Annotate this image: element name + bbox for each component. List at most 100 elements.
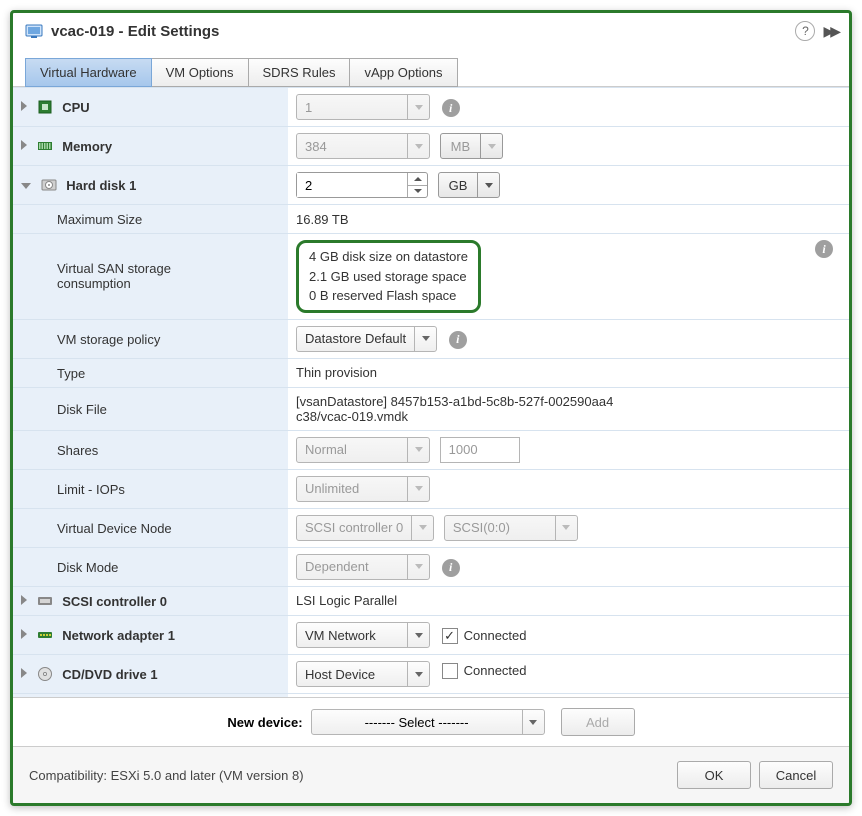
- scsi-icon: [37, 593, 53, 609]
- row-hard-disk: Hard disk 1 GB: [13, 166, 849, 205]
- row-cpu: CPU 1 i: [13, 88, 849, 127]
- chevron-down-icon: [407, 134, 429, 158]
- cpu-label: CPU: [62, 100, 89, 115]
- vsan-line-1: 4 GB disk size on datastore: [309, 247, 468, 267]
- vsan-line-3: 0 B reserved Flash space: [309, 286, 468, 306]
- vdn-slot-select[interactable]: SCSI(0:0): [444, 515, 578, 541]
- info-icon[interactable]: i: [449, 331, 467, 349]
- row-cdrom: CD/DVD drive 1 Host Device Connected: [13, 655, 849, 694]
- row-type: Type Thin provision: [13, 358, 849, 387]
- row-shares: Shares Normal: [13, 430, 849, 469]
- chevron-down-icon: [411, 516, 433, 540]
- memory-icon: [37, 138, 53, 154]
- chevron-down-icon: [407, 662, 429, 686]
- window-title: vcac-019 - Edit Settings: [51, 23, 795, 40]
- vdn-controller-select[interactable]: SCSI controller 0: [296, 515, 434, 541]
- memory-label: Memory: [62, 139, 112, 154]
- cdrom-select[interactable]: Host Device: [296, 661, 430, 687]
- row-disk-file: Disk File [vsanDatastore] 8457b153-a1bd-…: [13, 387, 849, 430]
- limit-iops-select[interactable]: Unlimited: [296, 476, 430, 502]
- chevron-down-icon: [407, 477, 429, 501]
- expand-cpu-icon[interactable]: [21, 101, 27, 111]
- type-value: Thin provision: [296, 365, 377, 380]
- disk-size-spinner[interactable]: [296, 172, 428, 198]
- scsi-value: LSI Logic Parallel: [296, 593, 397, 608]
- chevron-down-icon: [407, 623, 429, 647]
- network-label: Network adapter 1: [62, 628, 175, 643]
- tab-vm-options[interactable]: VM Options: [151, 58, 249, 87]
- chevron-down-icon: [477, 173, 499, 197]
- new-device-label: New device:: [227, 715, 302, 730]
- expand-memory-icon[interactable]: [21, 140, 27, 150]
- chevron-down-icon: [407, 95, 429, 119]
- titlebar: vcac-019 - Edit Settings ? ▶▶: [13, 13, 849, 49]
- network-select[interactable]: VM Network: [296, 622, 430, 648]
- expand-scsi-icon[interactable]: [21, 595, 27, 605]
- memory-unit-select[interactable]: MB: [440, 133, 504, 159]
- shares-select[interactable]: Normal: [296, 437, 430, 463]
- spin-down-icon[interactable]: [408, 186, 427, 198]
- new-device-select[interactable]: ------- Select -------: [311, 709, 545, 735]
- content-area: CPU 1 i Memory 384 MB: [13, 87, 849, 697]
- cancel-button[interactable]: Cancel: [759, 761, 833, 789]
- disk-icon: [41, 177, 57, 193]
- disk-label: Hard disk 1: [66, 178, 136, 193]
- cdrom-connected-checkbox[interactable]: Connected: [442, 663, 527, 679]
- chevron-down-icon: [522, 710, 544, 734]
- row-max-size: Maximum Size 16.89 TB: [13, 205, 849, 234]
- info-icon[interactable]: i: [442, 99, 460, 117]
- collapse-disk-icon[interactable]: [21, 183, 31, 189]
- row-limit-iops: Limit - IOPs Unlimited: [13, 469, 849, 508]
- row-network: Network adapter 1 VM Network ✓Connected: [13, 616, 849, 655]
- scsi-label: SCSI controller 0: [62, 594, 167, 609]
- vsan-line-2: 2.1 GB used storage space: [309, 267, 468, 287]
- row-scsi: SCSI controller 0 LSI Logic Parallel: [13, 586, 849, 616]
- chevron-down-icon: [407, 438, 429, 462]
- chevron-down-icon: [480, 134, 502, 158]
- chevron-down-icon: [414, 327, 436, 351]
- row-memory: Memory 384 MB: [13, 127, 849, 166]
- compatibility-text: Compatibility: ESXi 5.0 and later (VM ve…: [29, 768, 669, 783]
- dock-icon[interactable]: ▶▶: [823, 23, 837, 40]
- checkbox-checked-icon: ✓: [442, 628, 458, 644]
- info-icon[interactable]: i: [815, 240, 833, 258]
- network-icon: [37, 627, 53, 643]
- tab-virtual-hardware[interactable]: Virtual Hardware: [25, 58, 152, 87]
- row-vsan-consumption: Virtual SAN storage consumption 4 GB dis…: [13, 234, 849, 320]
- add-button[interactable]: Add: [561, 708, 635, 736]
- expand-network-icon[interactable]: [21, 629, 27, 639]
- chevron-down-icon: [407, 555, 429, 579]
- info-icon[interactable]: i: [442, 559, 460, 577]
- ok-button[interactable]: OK: [677, 761, 751, 789]
- tab-sdrs-rules[interactable]: SDRS Rules: [248, 58, 351, 87]
- cdrom-label: CD/DVD drive 1: [62, 667, 157, 682]
- cpu-icon: [37, 99, 53, 115]
- footer-bar: Compatibility: ESXi 5.0 and later (VM ve…: [13, 746, 849, 803]
- disk-size-input[interactable]: [297, 173, 407, 197]
- help-icon[interactable]: ?: [795, 21, 815, 41]
- row-disk-mode: Disk Mode Dependent i: [13, 547, 849, 586]
- tab-bar: Virtual Hardware VM Options SDRS Rules v…: [13, 49, 849, 87]
- cdrom-icon: [37, 666, 53, 682]
- cpu-count-select[interactable]: 1: [296, 94, 430, 120]
- max-size-value: 16.89 TB: [296, 212, 349, 227]
- network-connected-checkbox[interactable]: ✓Connected: [442, 628, 527, 644]
- storage-policy-select[interactable]: Datastore Default: [296, 326, 437, 352]
- disk-unit-select[interactable]: GB: [438, 172, 501, 198]
- checkbox-unchecked-icon: [442, 663, 458, 679]
- spin-up-icon[interactable]: [408, 173, 427, 186]
- disk-file-value: [vsanDatastore] 8457b153-a1bd-5c8b-527f-…: [296, 394, 616, 424]
- row-storage-policy: VM storage policy Datastore Default i: [13, 319, 849, 358]
- spinner-buttons[interactable]: [407, 173, 427, 197]
- tab-vapp-options[interactable]: vApp Options: [349, 58, 457, 87]
- shares-value-input[interactable]: [440, 437, 520, 463]
- hardware-table: CPU 1 i Memory 384 MB: [13, 87, 849, 697]
- expand-cdrom-icon[interactable]: [21, 668, 27, 678]
- hardware-scrollpane[interactable]: CPU 1 i Memory 384 MB: [13, 87, 849, 697]
- memory-value-select[interactable]: 384: [296, 133, 430, 159]
- disk-mode-select[interactable]: Dependent: [296, 554, 430, 580]
- dialog-window: vcac-019 - Edit Settings ? ▶▶ Virtual Ha…: [10, 10, 852, 806]
- vsan-highlight-box: 4 GB disk size on datastore 2.1 GB used …: [296, 240, 481, 313]
- chevron-down-icon: [555, 516, 577, 540]
- row-virtual-device-node: Virtual Device Node SCSI controller 0 SC…: [13, 508, 849, 547]
